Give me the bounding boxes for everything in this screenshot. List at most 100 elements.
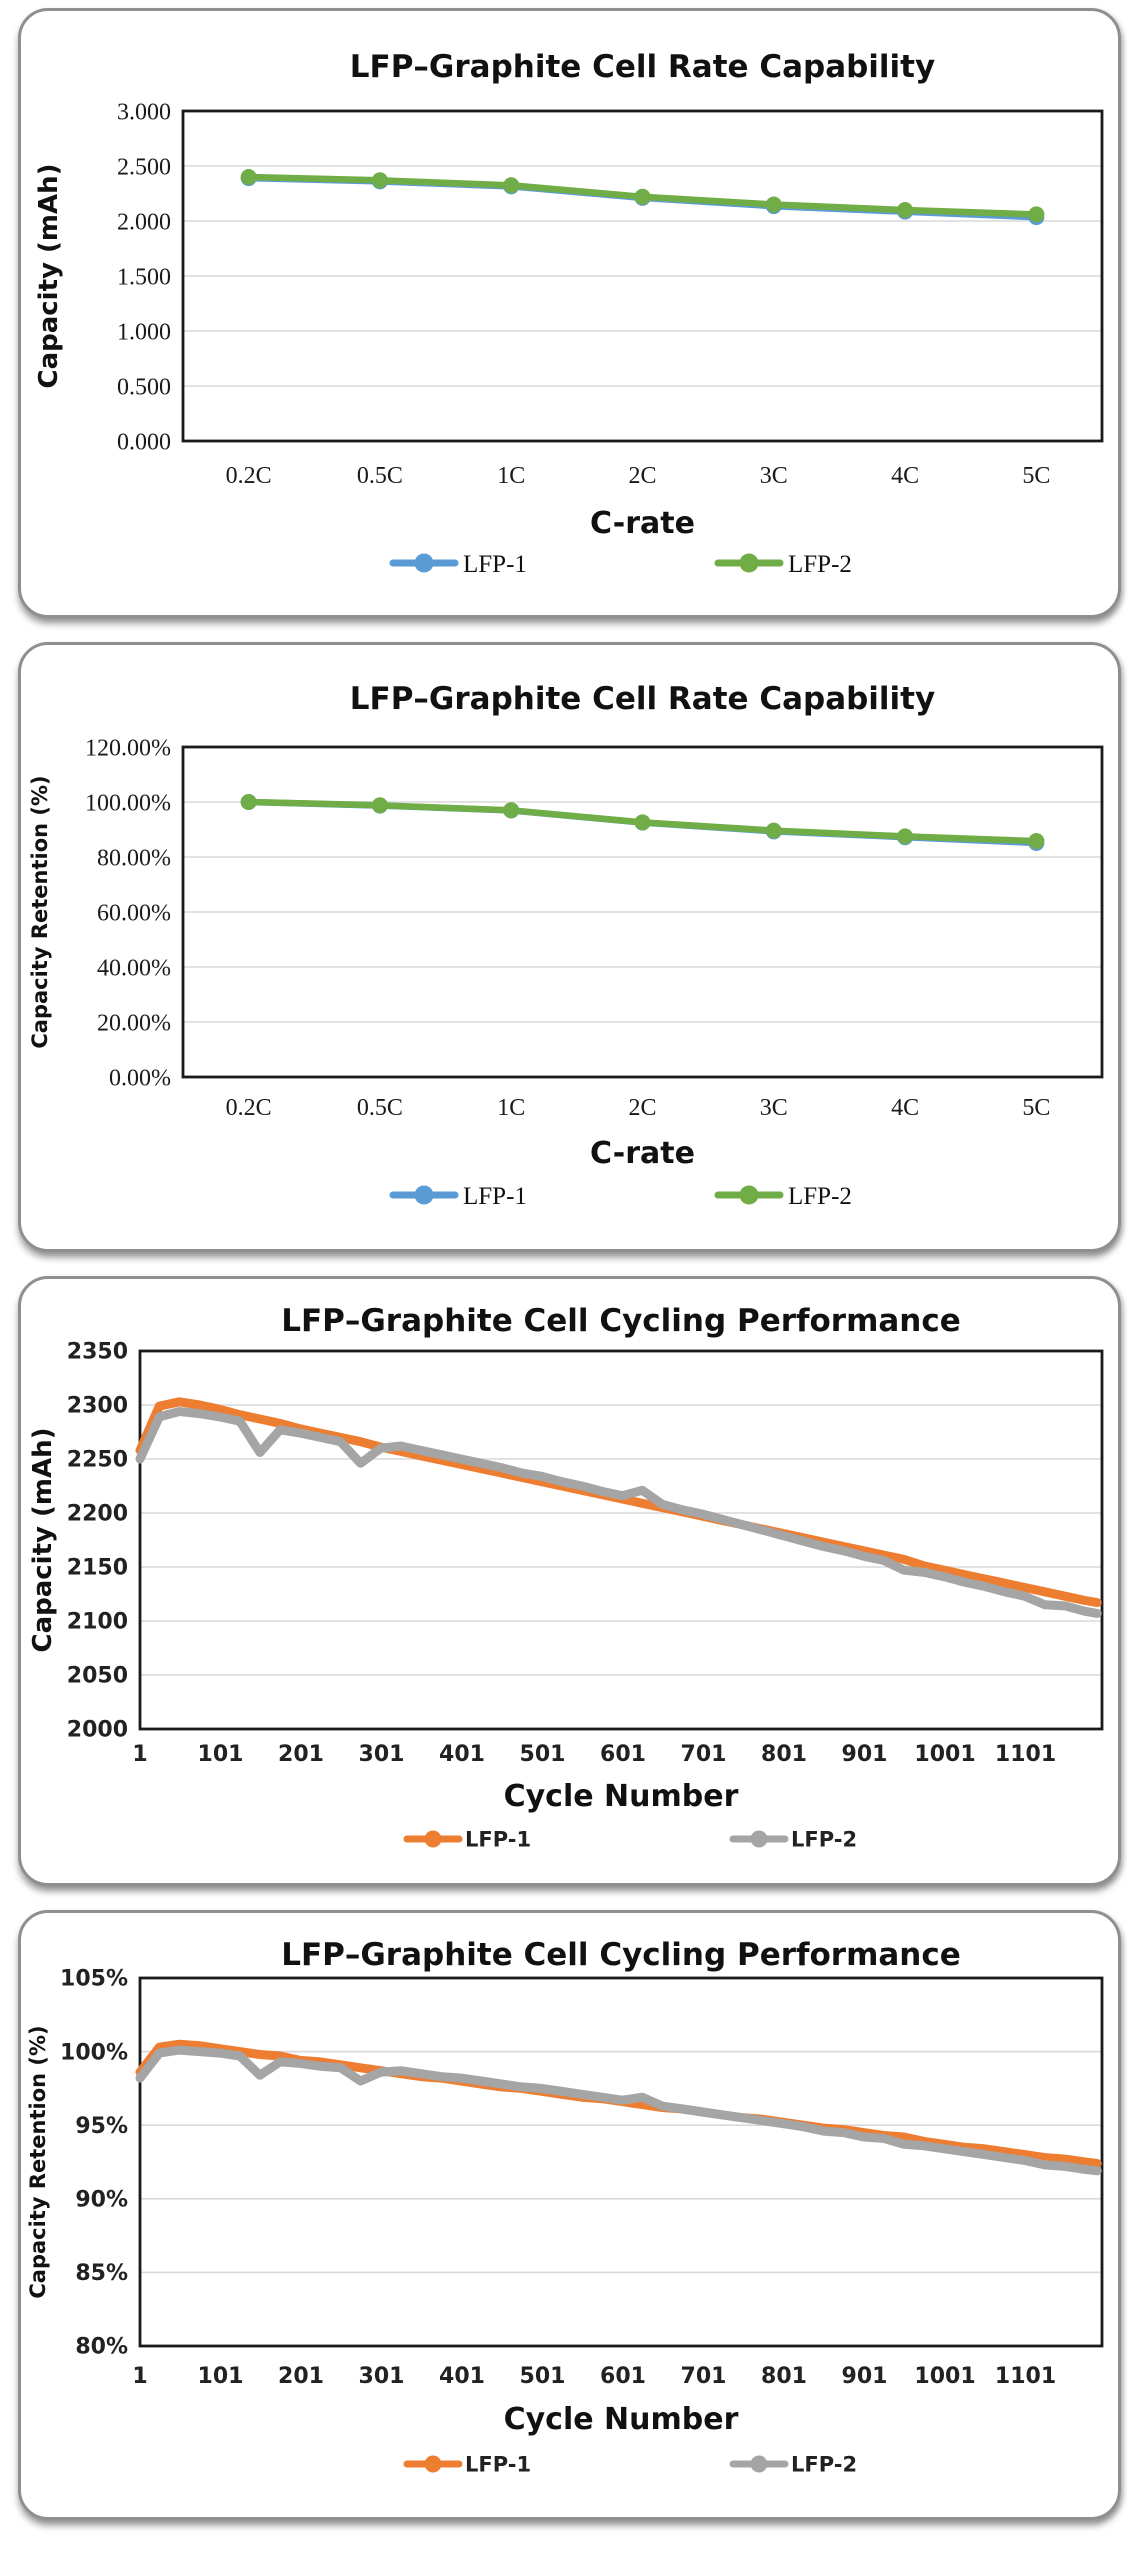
x-tick-label: 401: [439, 1742, 485, 1767]
y-tick-label: 0.500: [117, 374, 171, 400]
x-tick-label: 101: [198, 2364, 244, 2389]
chart-title: LFP–Graphite Cell Rate Capability: [350, 681, 935, 717]
y-tick-label: 2150: [67, 1556, 128, 1581]
legend-marker-swatch: [739, 553, 759, 573]
series-LFP-2-marker: [897, 828, 914, 845]
x-tick-label: 801: [761, 1742, 807, 1767]
plot-frame: [138, 1976, 1104, 2348]
legend-marker-swatch: [750, 2455, 768, 2473]
x-axis-title: C-rate: [590, 506, 695, 541]
legend-item-LFP-1: LFP-1: [403, 2452, 531, 2476]
y-tick-label: 20.00%: [97, 1010, 171, 1036]
cycling-retention-chart: LFP–Graphite Cell Cycling Performance 80%…: [26, 1937, 1104, 2476]
legend-label: LFP-1: [463, 1183, 527, 1210]
x-axis-title: Cycle Number: [504, 1779, 739, 1814]
x-tick-label: 701: [681, 1742, 727, 1767]
x-tick-label: 501: [520, 1742, 566, 1767]
x-tick-label: 101: [198, 1742, 244, 1767]
x-tick-label: 1C: [497, 463, 525, 489]
y-tick-label: 105%: [60, 1967, 128, 1992]
x-tick-label: 5C: [1022, 463, 1050, 489]
legend-item-LFP-2: LFP-2: [714, 551, 852, 578]
x-axis-title: C-rate: [590, 1136, 695, 1171]
x-tick-label: 801: [761, 2364, 807, 2389]
x-tick-label: 201: [278, 2364, 324, 2389]
legend-marker-swatch: [414, 1185, 434, 1205]
rate-retention-chart: LFP–Graphite Cell Rate Capability 0.00% 20…: [28, 681, 1104, 1210]
y-tick-label: 40.00%: [97, 955, 171, 981]
y-tick-label: 1.000: [117, 319, 171, 345]
plot-frame: [138, 1349, 1104, 1731]
chart-panel-cycling-capacity: LFP–Graphite Cell Cycling Performance 200…: [18, 1276, 1121, 1886]
x-tick-label: 0.5C: [357, 463, 403, 489]
series-LFP-2-marker: [634, 188, 651, 205]
x-tick-label: 301: [359, 2364, 405, 2389]
y-axis-title: Capacity Retention (%): [26, 2025, 50, 2298]
y-tick-label: 2200: [67, 1502, 128, 1527]
legend-item-LFP-2: LFP-2: [729, 2452, 857, 2476]
legend-marker-swatch: [414, 553, 434, 573]
legend-marker-swatch: [750, 1830, 768, 1848]
series-LFP-2-marker: [240, 169, 257, 185]
chart-title: LFP–Graphite Cell Cycling Performance: [281, 1303, 961, 1339]
x-tick-label: 2C: [628, 1095, 656, 1121]
y-tick-label: 2000: [67, 1718, 128, 1743]
legend-marker-swatch: [739, 1185, 759, 1205]
y-tick-label: 1.500: [117, 264, 171, 290]
x-tick-label: 1: [132, 1742, 147, 1767]
y-axis-title: Capacity (mAh): [28, 1427, 58, 1652]
y-tick-label: 95%: [75, 2114, 128, 2139]
cycling-capacity-chart: LFP–Graphite Cell Cycling Performance 200…: [28, 1303, 1104, 1851]
legend-label: LFP-2: [788, 551, 852, 578]
x-tick-label: 2C: [628, 463, 656, 489]
y-tick-label: 80.00%: [97, 845, 171, 871]
y-tick-label: 120.00%: [85, 735, 171, 761]
y-tick-label: 2.000: [117, 209, 171, 235]
x-tick-label: 201: [278, 1742, 324, 1767]
legend-label: LFP-2: [791, 1827, 857, 1851]
legend-label: LFP-1: [465, 1827, 531, 1851]
legend-label: LFP-2: [788, 1183, 852, 1210]
chart-title: LFP–Graphite Cell Rate Capability: [350, 49, 935, 85]
legend-label: LFP-2: [791, 2452, 857, 2476]
y-tick-label: 60.00%: [97, 900, 171, 926]
rate-capacity-chart: LFP–Graphite Cell Rate Capability 0.000 0.…: [34, 49, 1104, 578]
series-LFP-2-line: [135, 1407, 1102, 1618]
series-LFP-2-marker: [371, 797, 388, 814]
x-tick-label: 501: [520, 2364, 566, 2389]
x-tick-label: 4C: [891, 1095, 919, 1121]
x-tick-label: 0.5C: [357, 1095, 403, 1121]
y-tick-label: 2250: [67, 1448, 128, 1473]
x-tick-label: 601: [600, 1742, 646, 1767]
legend-label: LFP-1: [463, 551, 527, 578]
legend-item-LFP-2: LFP-2: [729, 1827, 857, 1851]
series-LFP-2-marker: [765, 196, 782, 213]
x-tick-label: 0.2C: [226, 463, 272, 489]
x-tick-label: 1C: [497, 1095, 525, 1121]
legend-marker-swatch: [424, 2455, 442, 2473]
x-tick-label: 1101: [995, 2364, 1056, 2389]
y-tick-label: 2100: [67, 1610, 128, 1635]
series-LFP-2-marker: [503, 802, 520, 819]
chart-title: LFP–Graphite Cell Cycling Performance: [281, 1937, 961, 1973]
legend-item-LFP-1: LFP-1: [403, 1827, 531, 1851]
plot-frame: [181, 745, 1104, 1079]
y-tick-label: 100%: [60, 2040, 128, 2065]
y-axis-title: Capacity Retention (%): [28, 775, 52, 1048]
legend-item-LFP-1: LFP-1: [389, 1183, 527, 1210]
y-tick-label: 90%: [75, 2188, 128, 2213]
y-tick-label: 2350: [67, 1340, 128, 1365]
x-tick-label: 1: [132, 2364, 147, 2389]
y-tick-label: 0.000: [117, 429, 171, 455]
y-tick-label: 80%: [75, 2335, 128, 2360]
y-tick-label: 2.500: [117, 154, 171, 180]
y-tick-label: 100.00%: [85, 790, 171, 816]
series-LFP-2-marker: [634, 814, 651, 831]
series-LFP-2-marker: [1028, 833, 1045, 850]
legend-item-LFP-2: LFP-2: [714, 1183, 852, 1210]
x-tick-label: 901: [842, 1742, 888, 1767]
legend-item-LFP-1: LFP-1: [389, 551, 527, 578]
series-LFP-2-line: [135, 2045, 1102, 2176]
chart-panel-rate-capacity: LFP–Graphite Cell Rate Capability 0.000 0.…: [18, 8, 1121, 618]
